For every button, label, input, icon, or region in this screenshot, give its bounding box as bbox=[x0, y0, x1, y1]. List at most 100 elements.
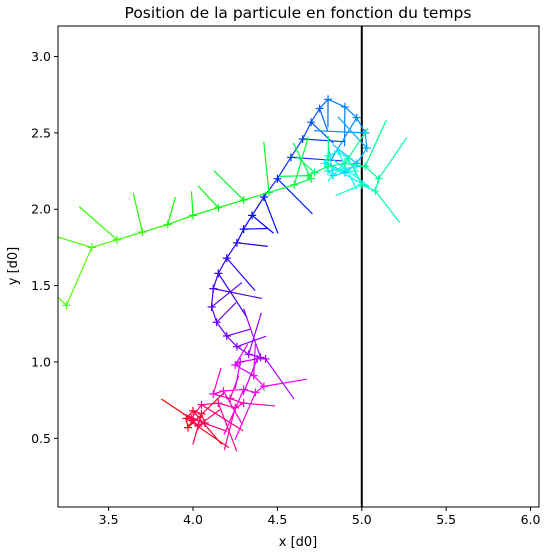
trajectory-segment bbox=[226, 242, 238, 259]
velocity-whisker bbox=[222, 390, 243, 425]
y-tick-label: 3.0 bbox=[31, 49, 51, 64]
data-layer bbox=[58, 26, 408, 507]
velocity-whisker bbox=[234, 361, 241, 390]
velocity-whisker bbox=[310, 121, 334, 144]
trajectory-segment bbox=[236, 346, 250, 355]
trajectory-segment bbox=[364, 166, 380, 180]
trajectory-segment bbox=[302, 121, 312, 140]
trajectory-segment bbox=[192, 207, 219, 216]
trajectory-segment bbox=[354, 170, 363, 186]
x-tick-label: 5.5 bbox=[436, 512, 456, 527]
chart-title: Position de la particule en fonction du … bbox=[125, 4, 472, 22]
data-point-marker bbox=[315, 104, 324, 113]
data-point-marker bbox=[222, 331, 231, 340]
trajectory-segment bbox=[243, 215, 253, 230]
trajectory-segment bbox=[255, 385, 265, 393]
trajectory-segment bbox=[167, 214, 194, 226]
x-tick-label: 4.0 bbox=[183, 512, 203, 527]
velocity-whisker bbox=[279, 175, 308, 177]
data-point-marker bbox=[340, 102, 349, 111]
velocity-whisker bbox=[302, 138, 346, 143]
velocity-whisker bbox=[293, 136, 309, 185]
velocity-whisker bbox=[253, 344, 256, 376]
velocity-whisker bbox=[58, 236, 92, 248]
trajectory-segment bbox=[142, 223, 168, 233]
axis-ticks: 3.5 4.0 4.5 5.0 5.5 6.0 0.5 1.0 1.5 2.0 2.5 3.0 bbox=[31, 49, 540, 527]
trajectory-segment bbox=[91, 239, 118, 248]
velocity-whisker bbox=[236, 242, 268, 247]
trajectory-segment bbox=[356, 117, 366, 134]
velocity-whisker bbox=[251, 214, 274, 234]
velocity-whisker bbox=[185, 417, 230, 449]
velocity-whisker bbox=[132, 192, 143, 233]
x-tick-label: 4.5 bbox=[267, 512, 287, 527]
data-point-marker bbox=[290, 180, 299, 189]
trajectory-segment bbox=[236, 228, 245, 244]
velocity-whisker bbox=[192, 410, 222, 445]
trajectory-segment bbox=[190, 418, 199, 427]
x-tick-label: 6.0 bbox=[521, 512, 541, 527]
trajectory-segment bbox=[327, 150, 339, 157]
velocity-whisker bbox=[243, 402, 276, 407]
trajectory-segment bbox=[361, 184, 376, 192]
trajectory-segment bbox=[216, 321, 228, 337]
y-tick-label: 1.0 bbox=[31, 354, 51, 369]
trajectory-segment bbox=[319, 98, 329, 109]
trajectory-segment bbox=[190, 404, 202, 419]
y-tick-label: 0.5 bbox=[31, 431, 51, 446]
velocity-whisker bbox=[263, 378, 307, 387]
data-point-marker bbox=[214, 399, 223, 408]
velocity-whisker bbox=[197, 185, 219, 209]
trajectory-segment bbox=[185, 410, 194, 419]
trajectory-segment bbox=[218, 199, 244, 209]
trajectory-segment bbox=[229, 398, 244, 404]
velocity-whisker bbox=[335, 184, 363, 196]
trajectory-segment bbox=[65, 247, 93, 306]
y-tick-label: 1.5 bbox=[31, 278, 51, 293]
velocity-whisker bbox=[223, 389, 245, 435]
trajectory-segment bbox=[116, 231, 143, 241]
velocity-whisker bbox=[216, 302, 237, 323]
velocity-whisker bbox=[211, 282, 243, 308]
data-point-marker bbox=[286, 153, 295, 162]
trajectory-segment bbox=[217, 257, 228, 274]
velocity-whisker bbox=[263, 196, 279, 234]
velocity-whisker bbox=[167, 196, 176, 225]
velocity-whisker bbox=[243, 308, 262, 358]
y-tick-label: 2.5 bbox=[31, 125, 51, 140]
velocity-whisker bbox=[330, 169, 356, 172]
trajectory-segment bbox=[212, 273, 219, 289]
data-point-marker bbox=[239, 225, 248, 234]
data-point-marker bbox=[307, 174, 316, 183]
data-point-marker bbox=[351, 167, 360, 176]
x-tick-label: 3.5 bbox=[99, 512, 119, 527]
x-tick-label: 5.0 bbox=[352, 512, 372, 527]
trajectory-segment bbox=[251, 196, 265, 216]
velocity-whisker bbox=[201, 404, 244, 432]
data-point-marker bbox=[298, 134, 307, 143]
trajectory-segment bbox=[337, 150, 349, 160]
y-axis-label: y [d0] bbox=[6, 247, 21, 286]
velocity-whisker bbox=[337, 116, 368, 149]
data-point-marker bbox=[324, 95, 333, 104]
velocity-whisker bbox=[248, 312, 262, 355]
data-point-marker bbox=[209, 390, 218, 399]
velocity-whisker bbox=[364, 119, 387, 167]
data-point-marker bbox=[334, 147, 343, 156]
velocity-whisker bbox=[344, 127, 369, 164]
velocity-whisker bbox=[319, 108, 329, 132]
velocity-whisker bbox=[226, 257, 256, 292]
trajectory-segment bbox=[268, 184, 295, 194]
trajectory-segment bbox=[290, 138, 304, 158]
trajectory-segment bbox=[294, 178, 312, 186]
velocity-whisker bbox=[236, 335, 267, 348]
velocity-whisker bbox=[212, 367, 222, 395]
data-point-marker bbox=[197, 409, 206, 418]
trajectory-segment bbox=[314, 165, 329, 174]
data-point-marker bbox=[189, 211, 198, 220]
x-axis-label: x [d0] bbox=[279, 535, 318, 550]
trajectory-segment bbox=[327, 170, 334, 177]
velocity-whisker bbox=[197, 409, 221, 427]
trajectory-segment bbox=[211, 306, 218, 323]
y-tick-label: 2.0 bbox=[31, 202, 51, 217]
